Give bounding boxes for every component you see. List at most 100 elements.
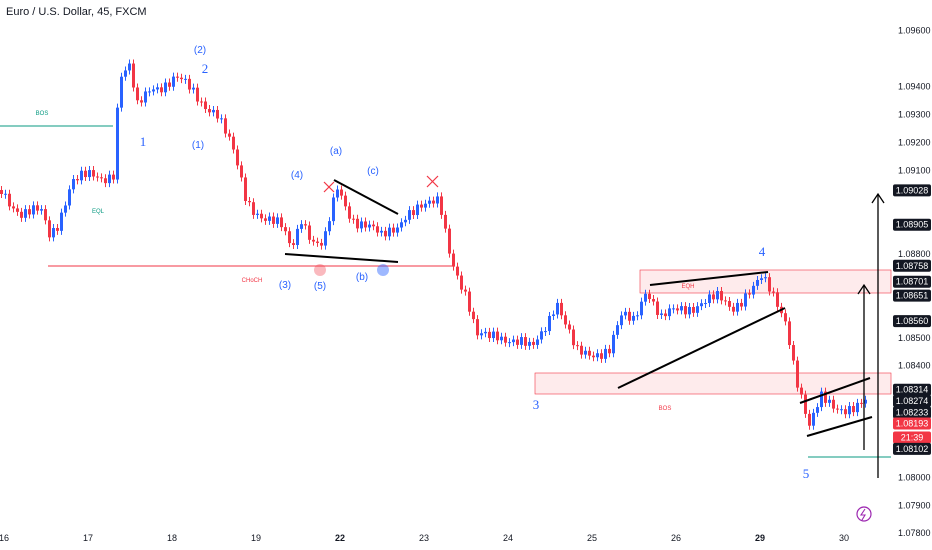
candle-body: [480, 333, 483, 336]
candle-body: [312, 239, 315, 242]
wave-label-main: 3: [533, 397, 540, 412]
candle-body: [344, 195, 347, 207]
candle-body: [348, 206, 351, 219]
candle-body: [332, 197, 335, 222]
y-tick-label: 1.07800: [898, 528, 931, 538]
candle-body: [248, 201, 251, 203]
candle-body: [120, 76, 123, 108]
candle-body: [444, 214, 447, 229]
candle-body: [440, 196, 443, 215]
candle-body: [324, 231, 327, 246]
candle-body: [288, 231, 291, 244]
candle-body: [412, 210, 415, 216]
candles: [0, 59, 867, 430]
candle-body: [660, 313, 663, 315]
x-tick-label: 24: [503, 533, 513, 543]
price-tag: 1.08102: [893, 442, 931, 455]
candle-body: [636, 315, 639, 317]
pattern-lines: [284, 179, 873, 437]
candle-body: [88, 170, 91, 178]
candle-body: [472, 311, 475, 320]
x-tick-label: 30: [839, 533, 849, 543]
candle-body: [456, 266, 459, 276]
candle-body: [768, 277, 771, 292]
candle-body: [804, 394, 807, 414]
candle-body: [40, 209, 43, 211]
candle-body: [712, 294, 715, 300]
candle-body: [580, 345, 583, 355]
candle-body: [388, 227, 391, 237]
candle-body: [492, 331, 495, 339]
price-tag: 1.08193: [893, 417, 931, 430]
price-tag: 1.08758: [893, 259, 931, 272]
candle-body: [512, 339, 515, 343]
x-tick-label: 23: [419, 533, 429, 543]
candle-body: [776, 292, 779, 307]
y-tick-label: 1.09400: [898, 82, 931, 92]
candle-body: [760, 278, 763, 280]
candle-body: [796, 360, 799, 388]
candle-body: [280, 217, 283, 228]
candle-body: [476, 319, 479, 336]
candle-body: [848, 406, 851, 415]
candle-body: [340, 189, 343, 196]
candle-body: [252, 202, 255, 215]
candle-body: [568, 324, 571, 330]
candle-body: [352, 218, 355, 220]
candle-body: [132, 63, 135, 88]
candle-body: [256, 213, 259, 215]
candle-body: [584, 350, 587, 355]
candle-body: [564, 315, 567, 325]
wave-labels: 1 2 3 4 5 (1) (2) (3) (4) (5) (a) (b) (c) BOS CHoCH BOS…: [36, 45, 810, 481]
wave-label-sub: (2): [194, 45, 206, 56]
candle-body: [836, 408, 839, 410]
candle-body: [232, 136, 235, 150]
candle-body: [104, 178, 107, 184]
y-tick-label: 1.08800: [898, 249, 931, 259]
candle-body: [48, 220, 51, 238]
y-tick-label: 1.08500: [898, 333, 931, 343]
candle-body: [52, 228, 55, 238]
candle-body: [864, 399, 867, 404]
candle-body: [724, 300, 727, 302]
tradingview-icon[interactable]: [856, 506, 872, 522]
wave-label-sub: (c): [367, 166, 379, 177]
candle-body: [396, 227, 399, 233]
candle-body: [236, 149, 239, 166]
candle-body: [160, 87, 163, 93]
candle-body: [188, 78, 191, 90]
candle-body: [296, 228, 299, 246]
candle-body: [84, 170, 87, 178]
candle-body: [520, 337, 523, 345]
candle-body: [320, 242, 323, 246]
candle-body: [260, 213, 263, 219]
candle-body: [196, 87, 199, 102]
candle-body: [108, 174, 111, 184]
candle-body: [172, 76, 175, 87]
candle-body: [484, 331, 487, 334]
candle-body: [652, 299, 655, 302]
candle-body: [32, 205, 35, 215]
wave-label-main: 2: [202, 61, 209, 76]
candle-body: [428, 200, 431, 204]
candle-body: [224, 118, 227, 134]
price-tag: 1.08651: [893, 289, 931, 302]
candle-body: [220, 118, 223, 120]
candle-body: [556, 302, 559, 315]
marker-red: [314, 264, 326, 276]
candle-body: [800, 387, 803, 395]
candle-body: [372, 224, 375, 227]
candle-body: [576, 345, 579, 347]
candle-body: [148, 91, 151, 93]
candle-body: [668, 308, 671, 317]
candle-body: [316, 241, 319, 243]
svg-text:1.08701: 1.08701: [896, 277, 929, 287]
candle-body: [536, 339, 539, 345]
price-axis: 1.09600 1.09400 1.09300 1.09200 1.09100 1.088…: [898, 26, 931, 539]
candle-body: [664, 313, 667, 317]
svg-text:21:39: 21:39: [901, 433, 924, 443]
candle-body: [672, 308, 675, 310]
svg-text:1.08193: 1.08193: [896, 419, 929, 429]
candle-body: [408, 210, 411, 220]
